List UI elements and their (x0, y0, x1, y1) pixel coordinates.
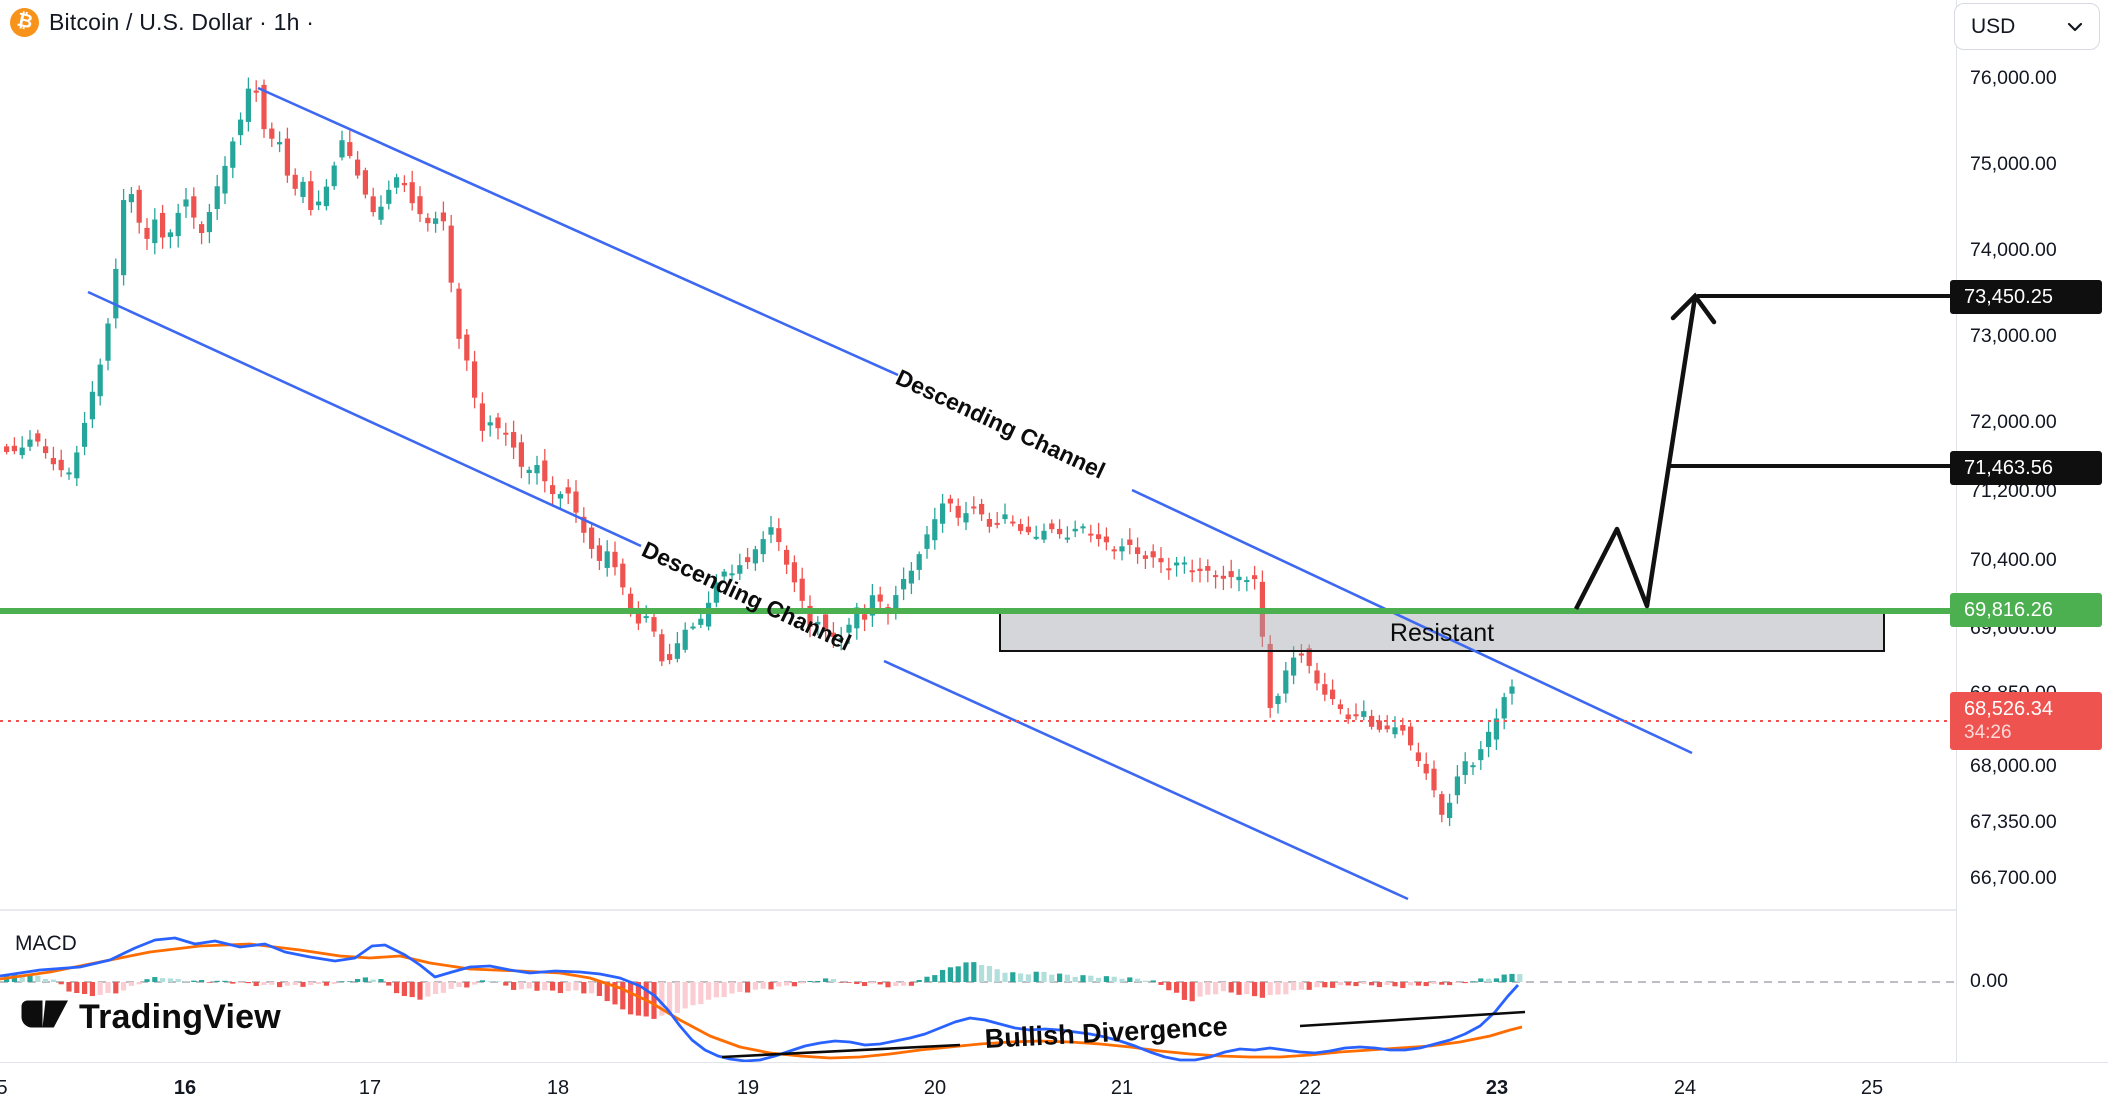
resistant-zone-label[interactable]: Resistant (1389, 619, 1495, 647)
time-tick-25: 25 (1860, 1077, 1884, 1099)
price-tick: 70,400.00 (1970, 548, 2057, 571)
time-tick-20: 20 (923, 1077, 947, 1099)
price-tick: 68,000.00 (1970, 755, 2057, 777)
time-tick-24: 24 (1673, 1077, 1697, 1099)
time-tick-22: 22 (1298, 1077, 1322, 1099)
tradingview-logo-icon (21, 1000, 68, 1028)
price-tick: 72,000.00 (1970, 411, 2057, 433)
price-axis[interactable]: 0.00 76,000.00 75,000.00 74,000.00 73,000.0… (1950, 0, 2108, 1062)
time-tick-21: 21 (1110, 1077, 1134, 1099)
time-tick-5: 5 (0, 1077, 8, 1099)
price-tick: 71,200.00 (1970, 479, 2057, 502)
price-badge-upper-target: 73,450.25 (1950, 280, 2102, 315)
chevron-down-icon (2067, 22, 2083, 31)
price-tick: 75,000.00 (1970, 153, 2057, 175)
time-axis[interactable]: 5 16 17 18 19 20 21 22 23 24 25 (0, 1062, 2108, 1116)
symbol-title[interactable]: Bitcoin / U.S. Dollar · 1h · (49, 8, 315, 35)
time-tick-19: 19 (736, 1077, 760, 1099)
price-tick: 74,000.00 (1970, 239, 2057, 261)
time-tick-16: 16 (173, 1077, 197, 1099)
symbol-header: ₿ Bitcoin / U.S. Dollar · 1h · (10, 2, 314, 42)
time-tick-18: 18 (546, 1077, 570, 1099)
currency-dropdown-value: USD (1971, 14, 2016, 38)
currency-dropdown[interactable]: USD (1954, 3, 2100, 50)
price-tick: 73,000.00 (1970, 325, 2057, 347)
price-badge-last-price: 68,526.34 34:26 (1950, 691, 2102, 750)
price-tick: 66,700.00 (1970, 866, 2057, 889)
tradingview-logo-text: TradingView (79, 997, 281, 1036)
time-tick-17: 17 (358, 1077, 382, 1099)
tradingview-logo: TradingView (20, 996, 281, 1038)
price-tick: 67,350.00 (1970, 810, 2057, 833)
bitcoin-icon: ₿ (10, 7, 39, 37)
macd-indicator-label[interactable]: MACD (15, 932, 77, 955)
price-badge-lower-target: 71,463.56 (1950, 451, 2102, 486)
chart-canvas[interactable] (0, 0, 1956, 1063)
chart-svg[interactable] (0, 0, 1956, 1063)
price-tick: 76,000.00 (1970, 67, 2057, 89)
macd-zero-tick: 0.00 (1970, 970, 2008, 992)
price-badge-support-level: 69,816.26 (1950, 592, 2102, 627)
time-tick-23: 23 (1485, 1077, 1509, 1099)
